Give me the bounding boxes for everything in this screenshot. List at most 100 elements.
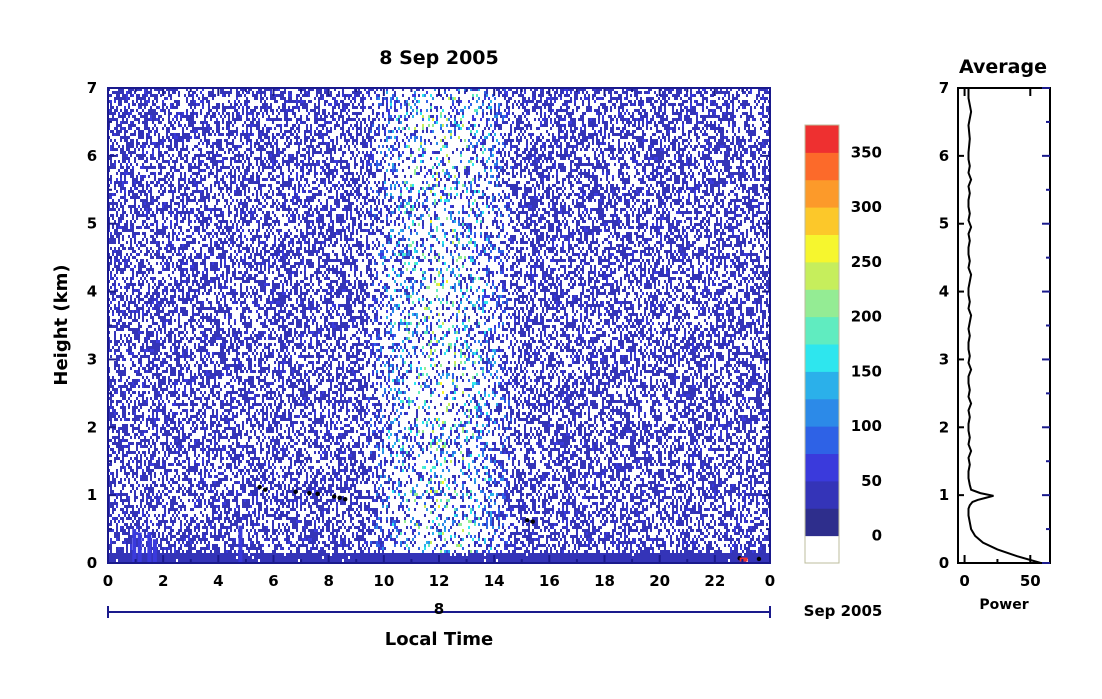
- heatmap-cell: [506, 94, 508, 97]
- heatmap-cell: [416, 172, 418, 175]
- heatmap-cell: [476, 100, 478, 103]
- heatmap-cell: [178, 169, 180, 172]
- heatmap-cell: [546, 130, 548, 133]
- heatmap-cell: [114, 97, 116, 100]
- heatmap-cell: [246, 178, 248, 181]
- heatmap-cell: [144, 94, 146, 97]
- heatmap-cell: [164, 178, 166, 181]
- heatmap-cell: [542, 151, 544, 154]
- heatmap-cell: [598, 106, 600, 109]
- heatmap-cell: [268, 136, 270, 139]
- heatmap-cell: [138, 112, 140, 115]
- heatmap-cell: [730, 181, 732, 184]
- heatmap-cell: [688, 172, 690, 175]
- heatmap-cell: [652, 103, 654, 106]
- heatmap-cell: [738, 127, 740, 130]
- heatmap-cell: [184, 115, 186, 118]
- heatmap-cell: [522, 103, 524, 106]
- heatmap-cell: [320, 148, 322, 151]
- heatmap-cell: [332, 178, 334, 181]
- heatmap-cell: [550, 106, 552, 109]
- heatmap-cell: [248, 166, 250, 169]
- heatmap-cell: [758, 91, 760, 94]
- heatmap-cell: [236, 154, 238, 157]
- heatmap-cell: [524, 115, 526, 118]
- heatmap-cell: [628, 166, 630, 169]
- heatmap-cell: [706, 154, 708, 157]
- heatmap-cell: [566, 142, 568, 145]
- heatmap-cell: [116, 106, 118, 109]
- heatmap-cell: [150, 115, 152, 118]
- heatmap-cell: [488, 181, 490, 184]
- heatmap-cell: [330, 169, 332, 172]
- heatmap-cell: [348, 118, 350, 121]
- heatmap-cell: [606, 172, 608, 175]
- heatmap-cell: [460, 151, 462, 154]
- heatmap-cell: [394, 163, 396, 166]
- heatmap-cell: [206, 151, 208, 154]
- heatmap-cell: [272, 118, 274, 121]
- heatmap-cell: [654, 109, 656, 112]
- heatmap-cell: [420, 169, 422, 172]
- heatmap-cell: [558, 94, 560, 97]
- heatmap-cell: [116, 118, 118, 121]
- heatmap-cell: [306, 139, 308, 142]
- heatmap-cell: [550, 118, 552, 121]
- heatmap-cell: [428, 169, 430, 172]
- heatmap-cell: [384, 151, 386, 154]
- heatmap-cell: [504, 133, 506, 136]
- heatmap-cell: [494, 127, 496, 130]
- heatmap-cell: [486, 91, 488, 94]
- heatmap-cell: [502, 160, 504, 163]
- heatmap-cell: [342, 160, 344, 163]
- heatmap-cell: [734, 181, 736, 184]
- heatmap-cell: [278, 133, 280, 136]
- heatmap-cell: [228, 127, 230, 130]
- heatmap-cell: [452, 181, 454, 184]
- heatmap-cell: [358, 94, 360, 97]
- heatmap-cell: [624, 118, 626, 121]
- heatmap-cell: [276, 109, 278, 112]
- heatmap-cell: [592, 97, 594, 100]
- heatmap-cell: [338, 118, 340, 121]
- heatmap-cell: [732, 94, 734, 97]
- heatmap-cell: [314, 130, 316, 133]
- heatmap-cell: [564, 169, 566, 172]
- heatmap-cell: [698, 172, 700, 175]
- heatmap-cell: [656, 148, 658, 151]
- heatmap-cell: [304, 157, 306, 160]
- heatmap-cell: [340, 112, 342, 115]
- heatmap-cell: [544, 118, 546, 121]
- heatmap-cell: [320, 166, 322, 169]
- heatmap-cell: [364, 157, 366, 160]
- heatmap-cell: [652, 142, 654, 145]
- heatmap-cell: [724, 115, 726, 118]
- heatmap-cell: [714, 127, 716, 130]
- heatmap-cell: [466, 169, 468, 172]
- heatmap-cell: [650, 97, 652, 100]
- heatmap-cell: [696, 91, 698, 94]
- heatmap-cell: [674, 163, 676, 166]
- heatmap-cell: [682, 133, 684, 136]
- heatmap-cell: [764, 115, 766, 118]
- heatmap-cell: [370, 106, 372, 109]
- heatmap-cell: [314, 175, 316, 178]
- heatmap-cell: [512, 103, 514, 106]
- heatmap-cell: [690, 154, 692, 157]
- heatmap-cell: [348, 109, 350, 112]
- heatmap-cell: [710, 115, 712, 118]
- heatmap-cell: [432, 130, 434, 133]
- heatmap-cell: [580, 133, 582, 136]
- heatmap-cell: [676, 175, 678, 178]
- heatmap-cell: [608, 169, 610, 172]
- heatmap-cell: [296, 142, 298, 145]
- heatmap-cell: [672, 118, 674, 121]
- heatmap-cell: [602, 121, 604, 124]
- heatmap-cell: [706, 169, 708, 172]
- heatmap-cell: [140, 97, 142, 100]
- heatmap-cell: [266, 160, 268, 163]
- heatmap-cell: [288, 154, 290, 157]
- heatmap-cell: [344, 103, 346, 106]
- heatmap-cell: [592, 124, 594, 127]
- heatmap-cell: [626, 163, 628, 166]
